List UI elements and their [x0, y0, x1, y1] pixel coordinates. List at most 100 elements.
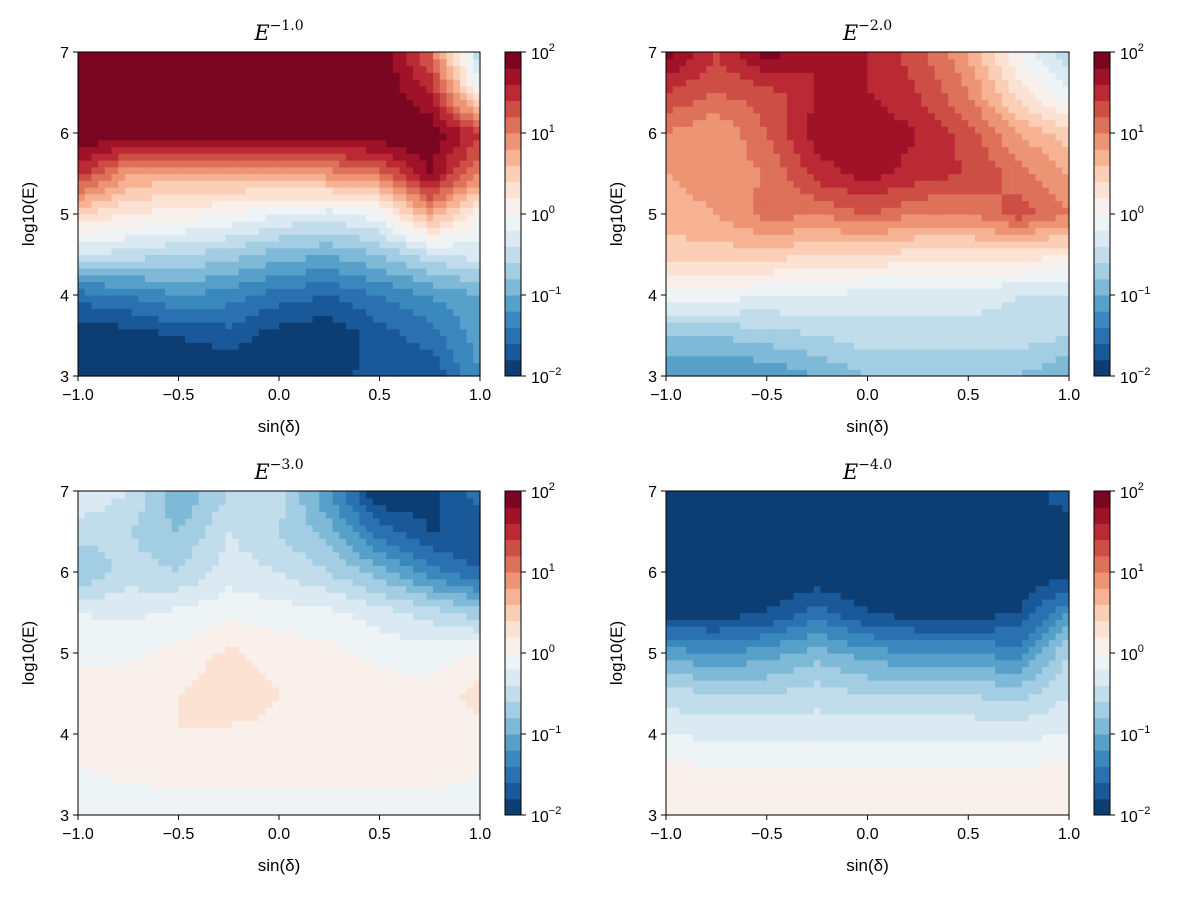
heatmap-cell: [265, 112, 273, 121]
heatmap-cell: [887, 301, 895, 310]
heatmap-cell: [118, 153, 126, 161]
heatmap-cell: [124, 349, 133, 357]
heatmap-cell: [366, 92, 374, 100]
heatmap-cell: [713, 295, 721, 303]
heatmap-cell: [325, 227, 334, 235]
heatmap-cell: [1062, 342, 1070, 350]
heatmap-cell: [118, 322, 126, 330]
heatmap-cell: [205, 133, 213, 141]
heatmap-cell: [104, 52, 113, 60]
heatmap-cell: [78, 119, 86, 127]
heatmap-cell: [232, 349, 240, 357]
heatmap-cell: [145, 274, 153, 283]
heatmap-cell: [366, 153, 374, 161]
heatmap-cell: [151, 362, 159, 370]
heatmap-cell: [719, 315, 728, 323]
heatmap-cell: [934, 315, 942, 323]
heatmap-cell: [426, 301, 434, 310]
heatmap-cell: [914, 362, 922, 370]
heatmap-cell: [225, 133, 233, 141]
heatmap-cell: [459, 268, 468, 276]
heatmap-cell: [807, 268, 815, 276]
heatmap-cell: [995, 234, 1003, 242]
heatmap-cell: [218, 58, 226, 67]
heatmap-cell: [419, 166, 427, 175]
heatmap-cell: [84, 153, 92, 161]
heatmap-cell: [124, 153, 133, 161]
heatmap-cell: [679, 288, 687, 296]
heatmap-cell: [218, 187, 226, 195]
heatmap-cell: [1062, 295, 1070, 303]
heatmap-cell: [171, 99, 180, 107]
heatmap-cell: [753, 220, 761, 229]
y-tick-label: 3: [60, 369, 69, 386]
heatmap-cell: [1021, 369, 1030, 377]
heatmap-cell: [178, 119, 186, 127]
heatmap-cell: [111, 85, 119, 94]
heatmap-cell: [392, 315, 401, 323]
heatmap-cell: [1015, 247, 1023, 256]
heatmap-cell: [813, 227, 822, 235]
heatmap-cell: [158, 342, 166, 350]
heatmap-cell: [366, 234, 374, 242]
heatmap-cell: [392, 342, 401, 350]
heatmap-cell: [285, 247, 293, 256]
heatmap-cell: [319, 295, 327, 303]
heatmap-cell: [111, 52, 119, 60]
heatmap-cell: [325, 281, 334, 289]
heatmap-cell: [1028, 214, 1037, 222]
heatmap-cell: [426, 160, 434, 168]
heatmap-cell: [238, 58, 247, 67]
heatmap-cell: [988, 241, 996, 249]
heatmap-cell: [726, 160, 734, 168]
heatmap-cell: [894, 349, 902, 357]
heatmap-cell: [466, 72, 474, 80]
heatmap-cell: [753, 153, 761, 161]
heatmap-cell: [413, 139, 421, 148]
heatmap-cell: [131, 153, 139, 161]
heatmap-cell: [205, 254, 213, 262]
heatmap-cell: [245, 247, 253, 256]
heatmap-cell: [439, 247, 448, 256]
heatmap-cell: [713, 288, 721, 296]
heatmap-cell: [800, 362, 808, 370]
heatmap-cell: [319, 247, 327, 256]
heatmap-cell: [679, 301, 687, 310]
heatmap-cell: [927, 160, 936, 168]
heatmap-cell: [165, 119, 173, 127]
heatmap-cell: [258, 254, 267, 262]
heatmap-cell: [981, 193, 989, 202]
heatmap-cell: [305, 153, 314, 161]
heatmap-cell: [780, 281, 788, 289]
heatmap-cell: [854, 153, 862, 161]
heatmap-cell: [158, 133, 166, 141]
heatmap-cell: [346, 187, 354, 195]
heatmap-cell: [319, 268, 327, 276]
heatmap-cell: [151, 119, 159, 127]
heatmap-cell: [258, 261, 267, 269]
heatmap-cell: [279, 315, 287, 323]
heatmap-cell: [466, 112, 474, 121]
heatmap-cell: [91, 139, 99, 148]
heatmap-cell: [352, 261, 360, 269]
heatmap-cell: [124, 342, 133, 350]
heatmap-cell: [346, 315, 354, 323]
heatmap-cell: [894, 146, 902, 154]
heatmap-cell: [914, 281, 922, 289]
heatmap-cell: [392, 301, 401, 310]
heatmap-cell: [258, 322, 267, 330]
heatmap-cell: [813, 274, 822, 283]
heatmap-cell: [1015, 166, 1023, 175]
heatmap-cell: [459, 58, 468, 67]
heatmap-cell: [104, 227, 113, 235]
heatmap-cell: [185, 342, 193, 350]
heatmap-cell: [158, 268, 166, 276]
heatmap-cell: [1055, 254, 1063, 262]
heatmap-cell: [165, 153, 173, 161]
heatmap-cell: [399, 214, 407, 222]
heatmap-cell: [252, 180, 260, 188]
heatmap-cell: [473, 308, 481, 316]
heatmap-cell: [907, 274, 916, 283]
heatmap-cell: [419, 187, 427, 195]
heatmap-cell: [887, 349, 895, 357]
